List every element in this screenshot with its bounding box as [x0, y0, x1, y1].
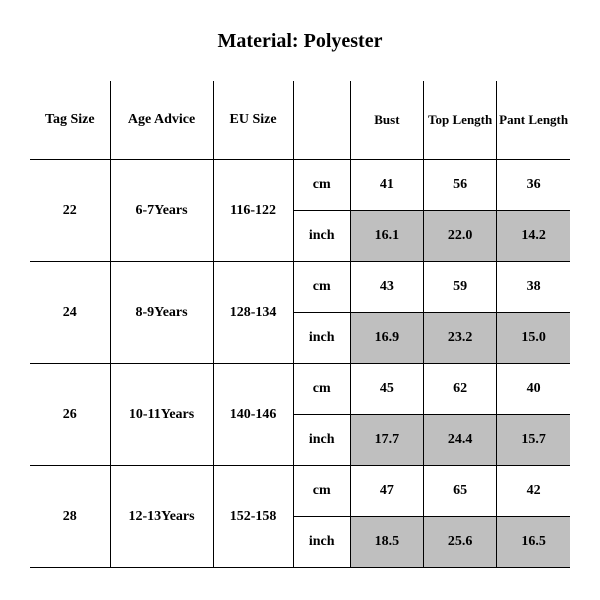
- cell-bust-cm: 43: [350, 262, 423, 313]
- cell-tag: 26: [30, 364, 110, 466]
- cell-pant-cm: 40: [497, 364, 570, 415]
- cell-pant-cm: 42: [497, 466, 570, 517]
- cell-tag: 22: [30, 160, 110, 262]
- cell-tag: 28: [30, 466, 110, 568]
- table-row: 22 6-7Years 116-122 cm 41 56 36: [30, 160, 570, 211]
- col-age-advice: Age Advice: [110, 81, 213, 160]
- cell-unit-inch: inch: [293, 517, 350, 568]
- cell-age: 10-11Years: [110, 364, 213, 466]
- cell-bust-inch: 16.1: [350, 211, 423, 262]
- cell-unit-inch: inch: [293, 211, 350, 262]
- cell-top-cm: 59: [424, 262, 497, 313]
- page-title: Material: Polyester: [0, 30, 600, 53]
- cell-eu: 152-158: [213, 466, 293, 568]
- col-pant-length: Pant Length: [497, 81, 570, 160]
- size-table: Tag Size Age Advice EU Size Bust Top Len…: [30, 81, 570, 568]
- col-unit-blank: [293, 81, 350, 160]
- col-eu-size: EU Size: [213, 81, 293, 160]
- cell-bust-inch: 18.5: [350, 517, 423, 568]
- cell-eu: 116-122: [213, 160, 293, 262]
- cell-bust-inch: 16.9: [350, 313, 423, 364]
- cell-pant-inch: 15.0: [497, 313, 570, 364]
- cell-unit-cm: cm: [293, 364, 350, 415]
- cell-eu: 128-134: [213, 262, 293, 364]
- table-row: 28 12-13Years 152-158 cm 47 65 42: [30, 466, 570, 517]
- cell-pant-cm: 36: [497, 160, 570, 211]
- cell-unit-cm: cm: [293, 466, 350, 517]
- cell-bust-cm: 45: [350, 364, 423, 415]
- cell-bust-cm: 41: [350, 160, 423, 211]
- cell-pant-inch: 14.2: [497, 211, 570, 262]
- cell-top-cm: 62: [424, 364, 497, 415]
- cell-top-inch: 24.4: [424, 415, 497, 466]
- cell-top-cm: 56: [424, 160, 497, 211]
- cell-tag: 24: [30, 262, 110, 364]
- col-top-length: Top Length: [424, 81, 497, 160]
- cell-pant-inch: 15.7: [497, 415, 570, 466]
- cell-top-inch: 22.0: [424, 211, 497, 262]
- cell-age: 6-7Years: [110, 160, 213, 262]
- col-tag-size: Tag Size: [30, 81, 110, 160]
- cell-pant-inch: 16.5: [497, 517, 570, 568]
- size-table-wrap: Tag Size Age Advice EU Size Bust Top Len…: [30, 81, 570, 568]
- cell-top-inch: 23.2: [424, 313, 497, 364]
- cell-unit-cm: cm: [293, 160, 350, 211]
- table-row: 24 8-9Years 128-134 cm 43 59 38: [30, 262, 570, 313]
- col-bust: Bust: [350, 81, 423, 160]
- cell-top-cm: 65: [424, 466, 497, 517]
- cell-pant-cm: 38: [497, 262, 570, 313]
- cell-bust-inch: 17.7: [350, 415, 423, 466]
- cell-unit-cm: cm: [293, 262, 350, 313]
- cell-age: 12-13Years: [110, 466, 213, 568]
- cell-top-inch: 25.6: [424, 517, 497, 568]
- table-row: 26 10-11Years 140-146 cm 45 62 40: [30, 364, 570, 415]
- page: Material: Polyester Tag Size Age Advice …: [0, 0, 600, 600]
- cell-unit-inch: inch: [293, 313, 350, 364]
- cell-unit-inch: inch: [293, 415, 350, 466]
- cell-eu: 140-146: [213, 364, 293, 466]
- table-header-row: Tag Size Age Advice EU Size Bust Top Len…: [30, 81, 570, 160]
- cell-bust-cm: 47: [350, 466, 423, 517]
- cell-age: 8-9Years: [110, 262, 213, 364]
